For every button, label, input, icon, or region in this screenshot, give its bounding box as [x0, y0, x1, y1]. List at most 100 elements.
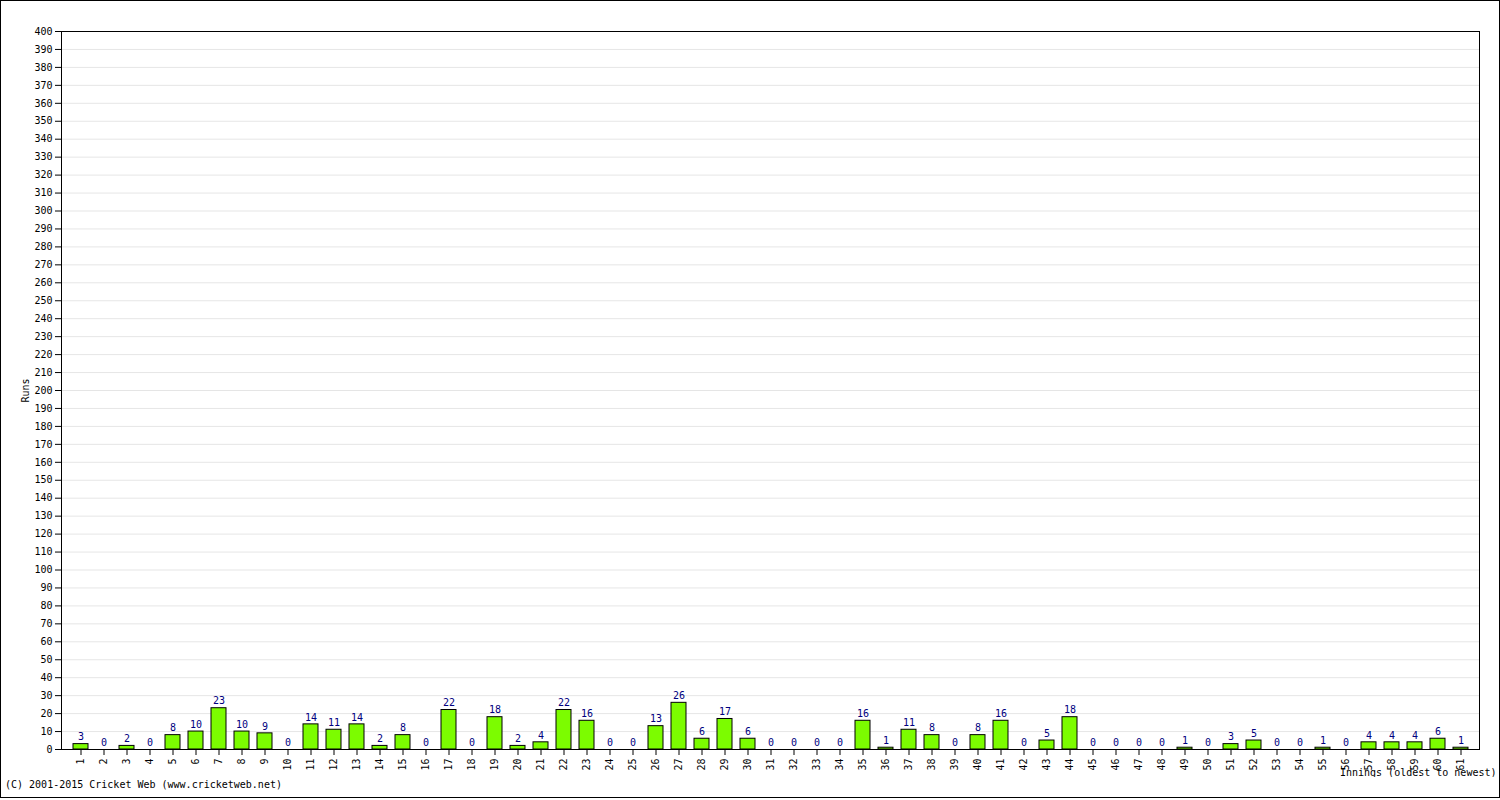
svg-text:0: 0	[791, 737, 797, 748]
svg-text:18: 18	[466, 759, 477, 771]
svg-text:160: 160	[34, 457, 52, 468]
svg-text:310: 310	[34, 187, 52, 198]
svg-text:6: 6	[190, 759, 201, 765]
svg-text:8: 8	[236, 759, 247, 765]
svg-text:80: 80	[40, 600, 52, 611]
svg-text:0: 0	[1343, 737, 1349, 748]
svg-text:0: 0	[607, 737, 613, 748]
svg-text:8: 8	[400, 722, 406, 733]
svg-text:8: 8	[170, 722, 176, 733]
svg-text:0: 0	[630, 737, 636, 748]
svg-text:11: 11	[328, 717, 340, 728]
svg-text:140: 140	[34, 492, 52, 503]
svg-text:6: 6	[699, 726, 705, 737]
svg-text:1: 1	[1320, 735, 1326, 746]
svg-text:48: 48	[1156, 759, 1167, 771]
svg-text:2: 2	[124, 733, 130, 744]
svg-text:270: 270	[34, 259, 52, 270]
svg-text:28: 28	[696, 759, 707, 771]
svg-text:1: 1	[1182, 735, 1188, 746]
svg-text:4: 4	[538, 730, 544, 741]
svg-text:35: 35	[857, 759, 868, 771]
svg-text:4: 4	[1389, 730, 1395, 741]
svg-text:50: 50	[1202, 759, 1213, 771]
svg-text:17: 17	[719, 706, 731, 717]
svg-text:0: 0	[1113, 737, 1119, 748]
svg-text:260: 260	[34, 277, 52, 288]
svg-text:3: 3	[1228, 731, 1234, 742]
svg-text:26: 26	[650, 759, 661, 771]
svg-text:17: 17	[443, 759, 454, 771]
svg-text:22: 22	[558, 759, 569, 771]
svg-text:250: 250	[34, 295, 52, 306]
svg-text:0: 0	[101, 737, 107, 748]
svg-text:2: 2	[515, 733, 521, 744]
svg-text:0: 0	[423, 737, 429, 748]
svg-text:38: 38	[926, 759, 937, 771]
svg-text:4: 4	[144, 759, 155, 765]
svg-text:0: 0	[1205, 737, 1211, 748]
svg-text:46: 46	[1110, 759, 1121, 771]
svg-text:320: 320	[34, 169, 52, 180]
svg-text:5: 5	[167, 759, 178, 765]
svg-text:150: 150	[34, 474, 52, 485]
svg-text:32: 32	[788, 759, 799, 771]
svg-text:18: 18	[489, 704, 501, 715]
svg-text:10: 10	[40, 726, 52, 737]
svg-text:53: 53	[1271, 759, 1282, 771]
svg-text:220: 220	[34, 349, 52, 360]
svg-text:9: 9	[262, 721, 268, 732]
svg-text:45: 45	[1087, 759, 1098, 771]
svg-text:10: 10	[282, 759, 293, 771]
svg-text:9: 9	[259, 759, 270, 765]
svg-text:0: 0	[285, 737, 291, 748]
svg-text:8: 8	[929, 722, 935, 733]
svg-text:8: 8	[975, 722, 981, 733]
svg-text:3: 3	[78, 731, 84, 742]
svg-text:49: 49	[1179, 759, 1190, 771]
svg-text:12: 12	[328, 759, 339, 771]
svg-text:6: 6	[1435, 726, 1441, 737]
svg-text:0: 0	[46, 744, 52, 755]
svg-text:190: 190	[34, 403, 52, 414]
svg-text:11: 11	[305, 759, 316, 771]
svg-text:14: 14	[374, 759, 385, 771]
svg-text:330: 330	[34, 151, 52, 162]
svg-text:15: 15	[397, 759, 408, 771]
svg-text:70: 70	[40, 618, 52, 629]
svg-text:18: 18	[1064, 704, 1076, 715]
svg-text:55: 55	[1317, 759, 1328, 771]
svg-text:41: 41	[995, 759, 1006, 771]
svg-text:13: 13	[650, 713, 662, 724]
svg-text:360: 360	[34, 98, 52, 109]
svg-text:210: 210	[34, 367, 52, 378]
svg-text:0: 0	[1274, 737, 1280, 748]
svg-text:60: 60	[40, 636, 52, 647]
svg-text:230: 230	[34, 331, 52, 342]
svg-text:100: 100	[34, 564, 52, 575]
svg-text:5: 5	[1251, 728, 1257, 739]
svg-text:10: 10	[190, 719, 202, 730]
svg-text:0: 0	[469, 737, 475, 748]
svg-text:24: 24	[604, 759, 615, 771]
svg-text:30: 30	[742, 759, 753, 771]
svg-text:0: 0	[952, 737, 958, 748]
svg-text:0: 0	[1136, 737, 1142, 748]
svg-text:44: 44	[1064, 759, 1075, 771]
svg-text:Innings (oldest to newest): Innings (oldest to newest)	[1340, 767, 1497, 778]
svg-text:21: 21	[535, 759, 546, 771]
svg-text:0: 0	[147, 737, 153, 748]
svg-text:36: 36	[880, 759, 891, 771]
svg-text:5: 5	[1044, 728, 1050, 739]
svg-text:47: 47	[1133, 759, 1144, 771]
svg-text:25: 25	[627, 759, 638, 771]
svg-text:0: 0	[837, 737, 843, 748]
svg-text:7: 7	[213, 759, 224, 765]
svg-text:14: 14	[305, 712, 317, 723]
svg-text:180: 180	[34, 421, 52, 432]
svg-text:200: 200	[34, 385, 52, 396]
svg-text:400: 400	[34, 26, 52, 37]
svg-text:40: 40	[972, 759, 983, 771]
svg-text:33: 33	[811, 759, 822, 771]
svg-text:240: 240	[34, 313, 52, 324]
